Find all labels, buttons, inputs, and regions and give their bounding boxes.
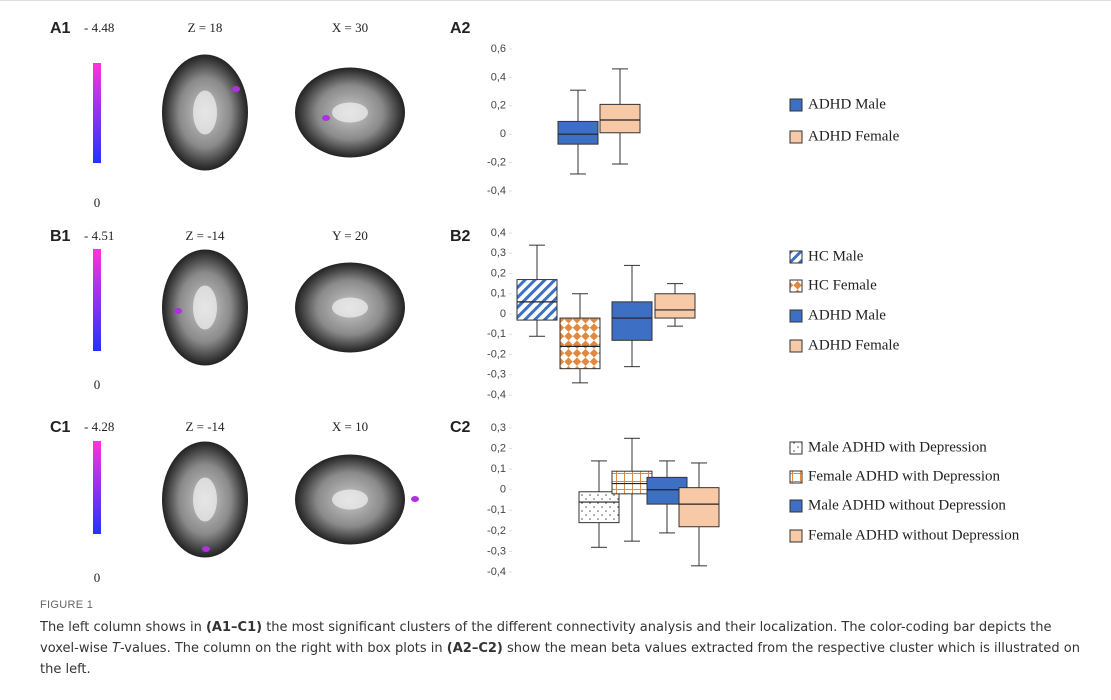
y-tick-label: -0,2 bbox=[487, 348, 506, 360]
panel-label: A1 bbox=[50, 20, 71, 37]
box bbox=[612, 302, 652, 340]
cluster bbox=[202, 546, 210, 552]
cluster bbox=[322, 115, 330, 121]
y-tick-label: 0 bbox=[500, 308, 506, 320]
y-tick-label: -0,4 bbox=[487, 566, 506, 578]
legend-swatch bbox=[790, 471, 802, 483]
box bbox=[579, 492, 619, 523]
legend-label: Male ADHD with Depression bbox=[808, 439, 987, 455]
panel-label: C1 bbox=[50, 419, 71, 436]
colorbar bbox=[93, 63, 101, 163]
legend-label: Female ADHD without Depression bbox=[808, 527, 1020, 543]
colorbar bbox=[93, 441, 101, 534]
y-tick-label: 0,2 bbox=[491, 442, 506, 454]
legend-label: ADHD Female bbox=[808, 128, 900, 144]
caption: The left column shows in (A1–C1) the mos… bbox=[40, 617, 1090, 680]
box bbox=[612, 471, 652, 494]
caption-run: -values. The column on the right with bo… bbox=[120, 641, 447, 656]
colorbar-min: 0 bbox=[94, 570, 101, 585]
y-tick-label: -0,3 bbox=[487, 369, 506, 381]
y-tick-label: -0,2 bbox=[487, 525, 506, 537]
legend-swatch bbox=[790, 340, 802, 352]
chart-label: A2 bbox=[450, 20, 471, 37]
caption-run: The left column shows in bbox=[40, 620, 206, 635]
y-tick-label: 0,1 bbox=[491, 288, 506, 300]
legend-label: Male ADHD without Depression bbox=[808, 497, 1006, 513]
y-tick-label: -0,1 bbox=[487, 504, 506, 516]
colorbar-min: 0 bbox=[94, 377, 101, 392]
box bbox=[655, 294, 695, 318]
brain-inner bbox=[193, 91, 217, 135]
y-tick-label: 0,2 bbox=[491, 267, 506, 279]
y-tick-label: -0,2 bbox=[487, 157, 506, 169]
caption-run: (A2–C2) bbox=[447, 641, 503, 656]
figure-number: FIGURE 1 bbox=[40, 599, 93, 611]
box bbox=[560, 318, 600, 369]
brain-inner bbox=[193, 478, 217, 522]
legend-swatch bbox=[790, 442, 802, 454]
panel-label: B1 bbox=[50, 228, 71, 245]
legend-label: ADHD Male bbox=[808, 96, 886, 112]
brain-inner bbox=[193, 286, 217, 330]
legend-swatch bbox=[790, 500, 802, 512]
legend-label: ADHD Female bbox=[808, 337, 900, 353]
y-tick-label: 0,3 bbox=[491, 247, 506, 259]
y-tick-label: 0 bbox=[500, 484, 506, 496]
y-tick-label: 0 bbox=[500, 128, 506, 140]
colorbar-min: 0 bbox=[94, 195, 101, 210]
legend-swatch bbox=[790, 131, 802, 143]
box bbox=[558, 121, 598, 144]
legend-swatch bbox=[790, 280, 802, 292]
caption-run: (A1–C1) bbox=[206, 620, 262, 635]
legend-label: HC Female bbox=[808, 277, 877, 293]
slice-label: X = 30 bbox=[332, 20, 368, 35]
legend-swatch bbox=[790, 99, 802, 111]
slice-label: X = 10 bbox=[332, 419, 368, 434]
brain-inner bbox=[332, 490, 368, 510]
y-tick-label: 0,3 bbox=[491, 422, 506, 434]
legend-label: Female ADHD with Depression bbox=[808, 468, 1001, 484]
slice-label: Z = -14 bbox=[185, 419, 225, 434]
cluster bbox=[411, 496, 419, 502]
brain-inner bbox=[332, 103, 368, 123]
y-tick-label: 0,2 bbox=[491, 100, 506, 112]
legend-label: ADHD Male bbox=[808, 307, 886, 323]
cluster bbox=[174, 308, 182, 314]
figure: A1 - 4.48 0 Z = 18 X = 30 B1 - 4.51 0 Z = -14 Y =… bbox=[0, 1, 1111, 593]
legend-label: HC Male bbox=[808, 248, 864, 264]
legend-swatch bbox=[790, 310, 802, 322]
box bbox=[600, 104, 640, 132]
slice-label: Z = -14 bbox=[185, 228, 225, 243]
slice-label: Z = 18 bbox=[188, 20, 223, 35]
colorbar-max: - 4.28 bbox=[84, 419, 114, 434]
y-tick-label: 0,6 bbox=[491, 43, 506, 55]
brain-inner bbox=[332, 298, 368, 318]
chart-label: B2 bbox=[450, 228, 471, 245]
caption-run: T bbox=[112, 641, 120, 656]
legend-swatch bbox=[790, 251, 802, 263]
y-tick-label: 0,4 bbox=[491, 227, 506, 239]
colorbar-max: - 4.51 bbox=[84, 228, 114, 243]
y-tick-label: -0,4 bbox=[487, 389, 506, 401]
y-tick-label: -0,3 bbox=[487, 545, 506, 557]
colorbar-max: - 4.48 bbox=[84, 20, 114, 35]
legend-swatch bbox=[790, 530, 802, 542]
slice-label: Y = 20 bbox=[332, 228, 368, 243]
y-tick-label: -0,4 bbox=[487, 185, 506, 197]
chart-label: C2 bbox=[450, 419, 471, 436]
cluster bbox=[232, 86, 240, 92]
box bbox=[517, 280, 557, 321]
y-tick-label: 0,1 bbox=[491, 463, 506, 475]
y-tick-label: 0,4 bbox=[491, 71, 506, 83]
y-tick-label: -0,1 bbox=[487, 328, 506, 340]
box bbox=[679, 488, 719, 527]
figure-page: A1 - 4.48 0 Z = 18 X = 30 B1 - 4.51 0 Z = -14 Y =… bbox=[0, 0, 1111, 700]
colorbar bbox=[93, 249, 101, 351]
